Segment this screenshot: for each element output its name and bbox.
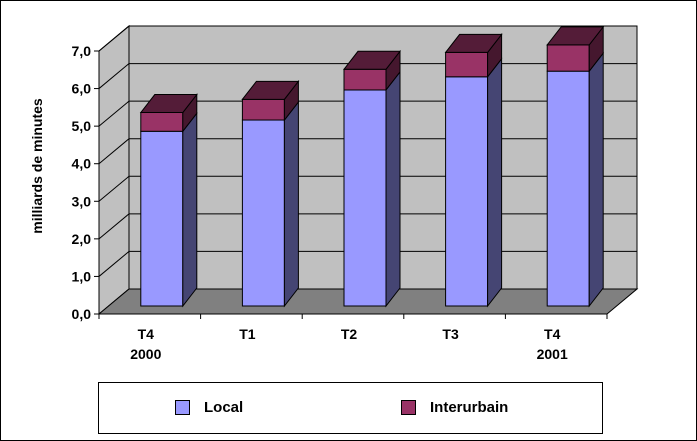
x-tick-label: T3: [442, 326, 459, 342]
y-axis-label: milliards de minutes: [29, 98, 45, 234]
bar-local-2: [343, 70, 401, 308]
x-tick-label: T1: [239, 326, 256, 342]
bar-front: [241, 119, 285, 307]
y-tick-label: 7,0: [72, 43, 92, 59]
bar-front: [140, 112, 184, 132]
bar-top: [342, 50, 402, 70]
y-tick-label: 0,0: [72, 306, 92, 322]
gridline-side: [98, 175, 130, 202]
bar-local-0: [140, 111, 198, 308]
bar-interurbain-3: [444, 32, 503, 79]
x-axis-ticks: T4 2000 T1 T2 T3 T4 2001: [98, 314, 608, 362]
legend: Local Interurbain: [98, 382, 603, 434]
y-tick-label: 4,0: [72, 156, 92, 172]
bar-interurbain-0: [139, 93, 198, 133]
gridline-side: [98, 100, 130, 127]
bar-front: [445, 76, 489, 307]
stacked-bar-chart: 0,0 1,0 2,0 3,0 4,0 5,0 6,0 7,0 T4 2000 T1 T2 T3 T4 2…: [29, 24, 639, 362]
legend-swatch-local: [175, 400, 190, 415]
bar-interurbain-2: [342, 49, 402, 92]
gridline-side: [98, 251, 130, 277]
x-tick-label: 2001: [537, 346, 568, 362]
bar-interurbain-4: [546, 25, 605, 73]
bar-top: [241, 80, 300, 100]
y-tick-label: 3,0: [72, 193, 92, 209]
x-tick-label: T4: [138, 326, 155, 342]
legend-item-interurbain: Interurbain: [401, 399, 508, 416]
legend-item-local: Local: [175, 399, 243, 416]
bar-front: [445, 51, 489, 78]
bar-front: [546, 44, 590, 72]
gridline-side: [98, 25, 130, 52]
bar-top: [444, 33, 503, 53]
bar-top: [139, 94, 198, 114]
bar-side: [487, 57, 503, 308]
bar-front: [241, 98, 285, 121]
y-tick-label: 2,0: [72, 231, 92, 247]
x-tick-label: T2: [341, 326, 358, 342]
bar-front: [343, 89, 387, 307]
x-tick-label: 2000: [130, 346, 161, 362]
gridline-side: [98, 138, 130, 165]
legend-label-local: Local: [204, 399, 244, 416]
bar-front: [546, 70, 590, 307]
gridline-side: [98, 213, 130, 240]
y-axis-ticks: 0,0 1,0 2,0 3,0 4,0 5,0 6,0 7,0: [72, 43, 607, 322]
bar-interurbain-1: [241, 79, 300, 122]
y-tick-label: 5,0: [72, 118, 92, 134]
legend-swatch-interurbain: [401, 400, 416, 415]
bar-local-1: [241, 100, 299, 308]
y-tick-label: 6,0: [72, 81, 92, 97]
bar-side: [588, 51, 604, 308]
legend-label-interurbain: Interurbain: [430, 399, 509, 416]
bar-side: [182, 111, 198, 308]
bar-front: [140, 130, 184, 307]
bar-local-3: [445, 57, 503, 308]
bars: [139, 25, 605, 308]
bar-top: [546, 26, 605, 46]
bar-local-4: [546, 51, 604, 308]
side-wall: [98, 24, 130, 316]
gridline-side: [98, 63, 130, 89]
y-tick-label: 1,0: [72, 268, 92, 284]
bar-side: [283, 100, 299, 308]
bar-front: [343, 68, 387, 91]
x-tick-label: T4: [544, 326, 561, 342]
bar-side: [385, 70, 401, 308]
